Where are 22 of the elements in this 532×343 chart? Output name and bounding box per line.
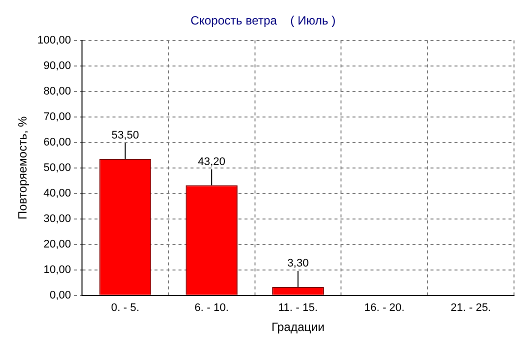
y-tick-label: 70,00	[44, 110, 72, 123]
y-tick-label: 100,00	[37, 34, 72, 46]
y-tick-label: 40,00	[44, 187, 72, 200]
y-tick-label: 50,00	[44, 162, 72, 174]
y-tick-label: 30,00	[44, 212, 72, 225]
chart-title: Скорость ветра ( Июль )	[190, 14, 336, 28]
y-tick-label: 90,00	[44, 60, 72, 72]
y-axis-title: Повторяемость, %	[16, 116, 30, 220]
x-tick-label: 16. - 20.	[364, 302, 405, 314]
y-tick-label: 80,00	[44, 85, 72, 98]
data-label: 53,50	[111, 130, 140, 142]
data-label: 43,20	[198, 156, 226, 168]
y-tick-label: 20,00	[44, 238, 72, 250]
data-label: 3,30	[287, 258, 309, 270]
y-tick-label: 0,00	[50, 289, 72, 302]
y-tick-label: 60,00	[44, 136, 72, 148]
x-tick-label: 6. - 10.	[194, 302, 229, 314]
x-axis-title: Градации	[271, 320, 325, 334]
x-tick-label: 21. - 25.	[450, 302, 491, 314]
y-tick-label: 10,00	[44, 264, 72, 276]
x-tick-label: 0. - 5.	[111, 302, 140, 314]
x-tick-label: 11. - 15.	[278, 302, 318, 314]
